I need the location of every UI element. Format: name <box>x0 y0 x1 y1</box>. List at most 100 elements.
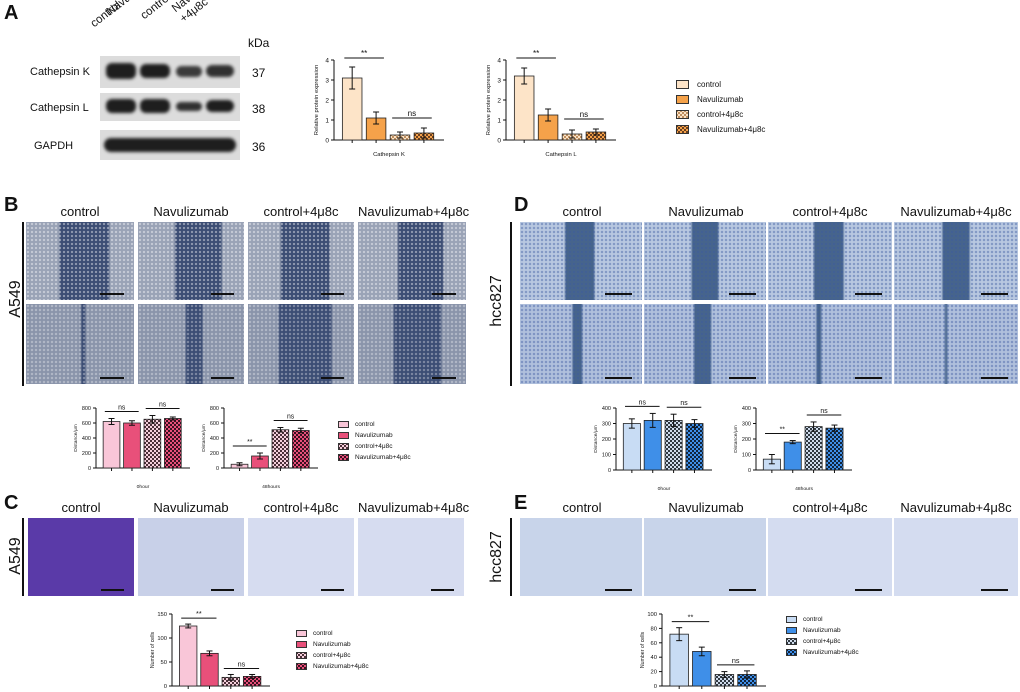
y-tick-label: 60 <box>651 641 657 647</box>
scale-bar <box>981 377 1008 379</box>
scale-bar <box>855 293 882 295</box>
y-axis-label: Distance/μm <box>593 425 599 453</box>
c-micrograph-1 <box>28 518 134 596</box>
legend-c-text-2: Navulizumab <box>313 641 351 648</box>
y-tick-label: 0 <box>748 468 751 474</box>
significance-label: ns <box>408 109 417 118</box>
panel-label-b: B <box>4 194 19 216</box>
legend-c-swatch-2 <box>296 641 307 648</box>
x-axis-label: Cathepsin L <box>545 152 577 158</box>
y-tick-label: 300 <box>602 421 611 427</box>
significance-label: ** <box>247 439 253 446</box>
significance-label: ns <box>820 408 828 415</box>
legend-e-text-3: control+4μ8c <box>803 638 841 645</box>
bar <box>692 651 712 687</box>
bar <box>783 441 802 471</box>
significance-label: ns <box>118 405 126 412</box>
scale-bar <box>981 589 1008 591</box>
y-tick-label: 400 <box>210 436 219 442</box>
legend-e-swatch-1 <box>786 616 797 623</box>
d-row-line <box>510 222 512 386</box>
legend-e-text-1: control <box>803 616 823 623</box>
bar <box>143 418 162 469</box>
y-tick-label: 0 <box>497 137 501 144</box>
legend-c-text-3: control+4μ8c <box>313 652 351 659</box>
bar <box>102 421 121 469</box>
c-column-control: control <box>61 500 101 515</box>
scale-bar <box>211 589 234 591</box>
y-tick-label: 4 <box>497 57 501 64</box>
x-axis-label: 48hours <box>795 486 813 492</box>
y-tick-label: 2 <box>497 97 501 104</box>
scale-bar <box>981 293 1008 295</box>
blot-strip-cathepsin-k <box>100 56 240 88</box>
y-tick-label: 3 <box>325 77 329 84</box>
blot-row-cathepsin-l: Cathepsin L <box>30 102 89 114</box>
blot-row-cathepsin-k: Cathepsin K <box>30 66 90 78</box>
y-axis-label: Distance/μm <box>733 425 739 453</box>
scale-bar <box>432 377 456 379</box>
chart-c1: 0 50 100 150 Number of cells ** ns <box>150 609 270 690</box>
legend-b-text-4: Navulizumab+4μ8c <box>355 454 411 461</box>
d-micrograph-3 <box>644 222 766 300</box>
scale-bar <box>855 589 882 591</box>
significance-label: ns <box>287 414 295 421</box>
b-column-navulizumab: Navulizumab <box>153 204 229 219</box>
e-micrograph-3 <box>768 518 892 596</box>
legend-b-item-2: Navulizumab <box>338 432 411 439</box>
panel-label-a: A <box>4 2 19 24</box>
legend-c-swatch-3 <box>296 652 307 659</box>
y-tick-label: 0 <box>164 684 167 690</box>
y-tick-label: 1 <box>325 117 329 124</box>
c-column-control-4u8c: control+4μ8c <box>263 500 339 515</box>
y-axis-label: Relative protein expression <box>314 65 320 136</box>
blot-column-navulizumab-4u8c: Navulizumab +4μ8c <box>170 0 230 26</box>
chart-a2: 0 1 2 3 4 Relative protein expression ** ns Cath… <box>486 49 616 158</box>
kda-value-cathepsin-k: 37 <box>252 66 266 80</box>
y-tick-label: 0 <box>88 466 91 472</box>
d-column-navulizumab-4u8c: Navulizumab+4μ8c <box>900 204 1012 219</box>
y-tick-label: 200 <box>82 451 91 457</box>
legend-b: control Navulizumab control+4μ8c Navuliz… <box>338 421 411 461</box>
y-axis-label: Number of cells <box>150 631 156 668</box>
legend-b-swatch-3 <box>338 443 349 450</box>
b-micrograph-3 <box>138 222 244 300</box>
x-axis-label: 0hour <box>658 486 671 492</box>
y-tick-label: 100 <box>742 452 751 458</box>
c-column-navulizumab: Navulizumab <box>153 500 229 515</box>
y-tick-label: 4 <box>325 57 329 64</box>
y-tick-label: 300 <box>742 421 751 427</box>
scale-bar <box>605 589 632 591</box>
c-micrograph-4 <box>358 518 464 596</box>
e-row-label: hcc827 <box>488 531 505 583</box>
b-column-navulizumab-4u8c: Navulizumab+4μ8c <box>358 204 470 219</box>
legend-e-text-4: Navulizumab+4μ8c <box>803 649 859 656</box>
y-axis-label: Distance/μm <box>73 424 79 452</box>
e-column-control: control <box>562 500 602 515</box>
scale-bar <box>729 377 756 379</box>
significance-label: ** <box>780 427 786 434</box>
b-row-line <box>22 222 24 386</box>
scale-bar <box>100 293 124 295</box>
y-axis-label: Number of cells <box>640 631 646 668</box>
legend-c-item-1: control <box>296 630 369 637</box>
legend-c-text-1: control <box>313 630 333 637</box>
scale-bar <box>729 293 756 295</box>
b-micrograph-5 <box>248 222 354 300</box>
significance-label: ** <box>361 49 368 58</box>
bar <box>669 633 689 687</box>
scale-bar <box>211 377 234 379</box>
y-tick-label: 150 <box>157 612 167 618</box>
bar <box>179 625 198 687</box>
legend-b-text-3: control+4μ8c <box>355 443 393 450</box>
y-tick-label: 200 <box>602 437 611 443</box>
c-column-navulizumab-4u8c: Navulizumab+4μ8c <box>358 500 470 515</box>
b-micrograph-1 <box>26 222 134 300</box>
y-tick-label: 2 <box>325 97 329 104</box>
legend-c-swatch-4 <box>296 663 307 670</box>
legend-e-swatch-4 <box>786 649 797 656</box>
legend-e-swatch-2 <box>786 627 797 634</box>
d-column-control: control <box>562 204 602 219</box>
y-tick-label: 800 <box>210 406 219 412</box>
x-axis-label: 48hours <box>262 484 280 490</box>
